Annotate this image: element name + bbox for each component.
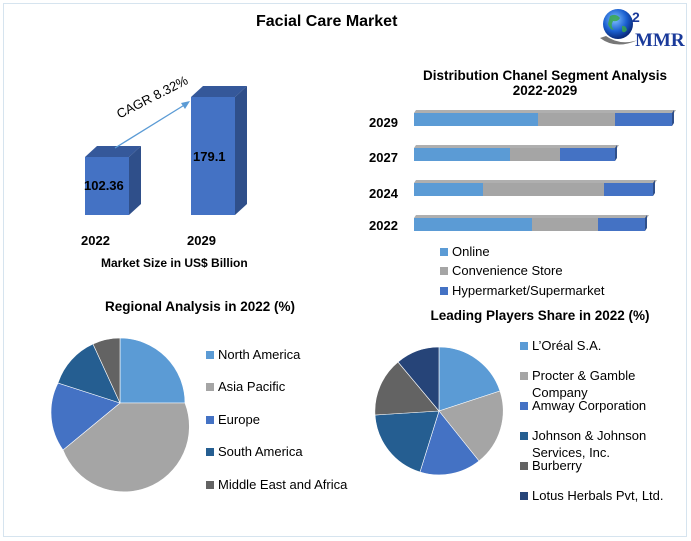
legend-item-online: Online [440, 243, 490, 260]
svg-text:2: 2 [632, 9, 640, 25]
bar-2029-side [235, 86, 247, 215]
legend-label: L’Oréal S.A. [532, 338, 602, 353]
bar-value-2029: 179.1 [193, 149, 226, 164]
bar-2022-side [129, 146, 141, 215]
bar-2029-front [191, 97, 235, 215]
bar-value-2022: 102.36 [84, 178, 124, 193]
legend-item-amway: Amway Corporation [520, 397, 646, 414]
slice-johnson-johnson [374, 410, 440, 473]
row-label-2029: 2029 [369, 115, 398, 130]
slice-amway [419, 410, 480, 476]
slice-burberry [374, 361, 440, 416]
legend-swatch-online [440, 248, 448, 256]
players-chart: Leading Players Share in 2022 (%) L’Oréa… [360, 300, 691, 520]
legend-swatch [520, 402, 528, 410]
legend-swatch [206, 351, 214, 359]
bar-2022-front [85, 157, 129, 215]
legend-swatch [520, 492, 528, 500]
legend-item-asia-pacific: Asia Pacific [206, 378, 285, 395]
slice-loreal [438, 346, 501, 412]
legend-item-south-america: South America [206, 443, 303, 460]
bar-2022-top [85, 146, 141, 157]
slice-south-america [57, 343, 121, 404]
row-label-2027: 2027 [369, 150, 398, 165]
bar-row-2022 [414, 215, 649, 231]
x-label-2029: 2029 [187, 233, 216, 248]
legend-label: Procter & Gamble Company [532, 367, 635, 401]
distribution-title-line1: Distribution Chanel Segment Analysis [422, 68, 668, 83]
regional-chart: Regional Analysis in 2022 (%) North Amer… [40, 290, 360, 500]
legend-item-convenience-store: Convenience Store [440, 262, 563, 279]
cagr-arrow-head-icon [181, 101, 190, 109]
slice-asia-pacific [62, 402, 190, 493]
market-size-chart: CAGR 8.32% 102.36 179.1 2022 2029 Market… [0, 0, 350, 290]
legend-item-procter-gamble: Procter & Gamble Company [520, 367, 635, 401]
legend-swatch-convenience [440, 267, 448, 275]
legend-item-burberry: Burberry [520, 457, 582, 474]
distribution-bars [414, 110, 676, 231]
legend-swatch [206, 416, 214, 424]
globe-icon: 2 [600, 9, 640, 45]
legend-label: Lotus Herbals Pvt, Ltd. [532, 488, 664, 503]
regional-pie [50, 337, 190, 493]
legend-swatch [520, 432, 528, 440]
legend-item-north-america: North America [206, 346, 300, 363]
legend-swatch [520, 342, 528, 350]
players-pie [374, 346, 504, 476]
legend-item-hypermarket: Hypermarket/Supermarket [440, 282, 604, 299]
legend-label: Middle East and Africa [218, 477, 348, 492]
logo-text: MMR [635, 30, 685, 51]
slice-europe [50, 382, 121, 451]
bar-2029-top [191, 86, 247, 97]
legend-label-line2: Company [532, 385, 588, 400]
legend-label: Online [452, 244, 490, 259]
players-title: Leading Players Share in 2022 (%) [430, 308, 650, 323]
x-label-2022: 2022 [81, 233, 110, 248]
cagr-arrow [114, 103, 187, 149]
bar-row-2029 [414, 110, 676, 126]
legend-label-line1: Johnson & Johnson [532, 428, 647, 443]
legend-swatch [206, 481, 214, 489]
legend-label: Convenience Store [452, 263, 563, 278]
legend-label: Hypermarket/Supermarket [452, 283, 605, 298]
legend-item-johnson-johnson: Johnson & Johnson Services, Inc. [520, 427, 646, 461]
legend-label: Europe [218, 412, 260, 427]
slice-procter-gamble [438, 390, 504, 462]
legend-swatch [520, 462, 528, 470]
slice-lotus-herbals [397, 346, 440, 412]
legend-label: North America [218, 347, 301, 362]
slice-middle-east-africa [92, 337, 121, 404]
bar-row-2024 [414, 180, 657, 196]
legend-label: South America [218, 444, 303, 459]
bar-row-2027 [414, 145, 619, 161]
page-title: Facial Care Market [256, 13, 398, 30]
legend-label-line1: Procter & Gamble [532, 368, 636, 383]
legend-label: Amway Corporation [532, 398, 647, 413]
row-label-2022: 2022 [369, 218, 398, 233]
legend-item-middle-east-africa: Middle East and Africa [206, 476, 347, 493]
distribution-chart: Distribution Chanel Segment Analysis 202… [360, 60, 691, 305]
row-label-2024: 2024 [369, 186, 398, 201]
legend-swatch [520, 372, 528, 380]
legend-label-line2: Services, Inc. [532, 445, 611, 460]
legend-item-europe: Europe [206, 411, 260, 428]
legend-swatch-hypermarket [440, 287, 448, 295]
legend-item-loreal: L’Oréal S.A. [520, 337, 601, 354]
mmr-logo: 2 MMR [598, 6, 688, 52]
distribution-title-line2: 2022-2029 [512, 83, 578, 98]
market-size-bars [85, 86, 247, 215]
market-size-axis-title: Market Size in US$ Billion [101, 256, 248, 270]
slice-north-america [119, 337, 186, 404]
legend-label: Johnson & Johnson Services, Inc. [532, 427, 646, 461]
distribution-title: Distribution Chanel Segment Analysis 202… [400, 68, 690, 98]
legend-swatch [206, 448, 214, 456]
legend-label: Asia Pacific [218, 379, 286, 394]
legend-label: Burberry [532, 458, 582, 473]
legend-item-lotus-herbals: Lotus Herbals Pvt, Ltd. [520, 487, 664, 504]
legend-swatch [206, 383, 214, 391]
regional-title: Regional Analysis in 2022 (%) [104, 299, 296, 314]
